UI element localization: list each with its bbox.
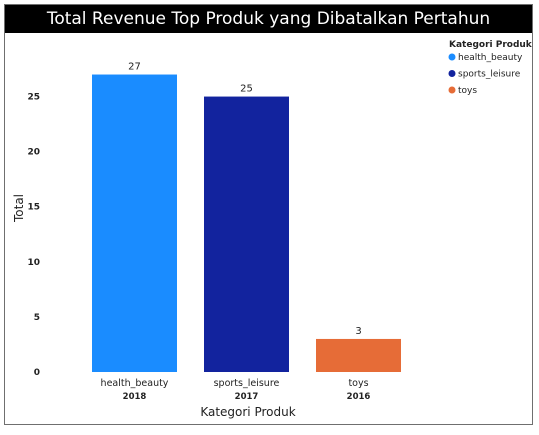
x-category-label: health_beauty bbox=[101, 378, 169, 389]
legend-item-health_beauty[interactable]: health_beauty bbox=[458, 53, 523, 63]
legend[interactable]: Kategori Produk health_beauty sports_leis… bbox=[448, 40, 533, 96]
y-tick-label: 20 bbox=[27, 148, 40, 158]
y-axis-title: Total bbox=[12, 194, 26, 223]
y-tick-label: 5 bbox=[34, 313, 40, 323]
legend-item-sports_leisure[interactable]: sports_leisure bbox=[458, 70, 521, 80]
y-tick-label: 15 bbox=[27, 203, 40, 213]
x-axis-categories: health_beauty 2018 sports_leisure 2017 toys 2… bbox=[101, 378, 371, 402]
y-tick-label: 0 bbox=[34, 368, 40, 378]
y-tick-label: 10 bbox=[27, 258, 40, 268]
bar-toys[interactable] bbox=[316, 338, 401, 372]
chart-title: Total Revenue Top Produk yang Dibatalkan… bbox=[5, 5, 532, 33]
x-category-label: sports_leisure bbox=[214, 378, 280, 389]
x-year-label: 2017 bbox=[235, 392, 259, 402]
x-axis-title: Kategori Produk bbox=[200, 405, 295, 419]
legend-marker bbox=[448, 86, 456, 94]
data-label: 27 bbox=[128, 62, 141, 73]
bars[interactable]: 27 25 3 bbox=[92, 62, 401, 373]
y-axis-ticks: 0 5 10 15 20 25 bbox=[27, 93, 40, 378]
y-tick-label: 25 bbox=[27, 93, 40, 103]
data-label: 25 bbox=[240, 84, 253, 95]
bar-sports_leisure[interactable] bbox=[204, 96, 289, 372]
legend-title: Kategori Produk bbox=[449, 40, 533, 50]
legend-marker bbox=[448, 70, 456, 77]
x-year-label: 2018 bbox=[123, 392, 147, 402]
bar-health_beauty[interactable] bbox=[92, 74, 177, 373]
legend-marker bbox=[448, 53, 456, 61]
x-year-label: 2016 bbox=[347, 392, 371, 402]
x-category-label: toys bbox=[348, 378, 368, 389]
data-label: 3 bbox=[355, 326, 361, 337]
legend-item-toys[interactable]: toys bbox=[458, 86, 477, 96]
